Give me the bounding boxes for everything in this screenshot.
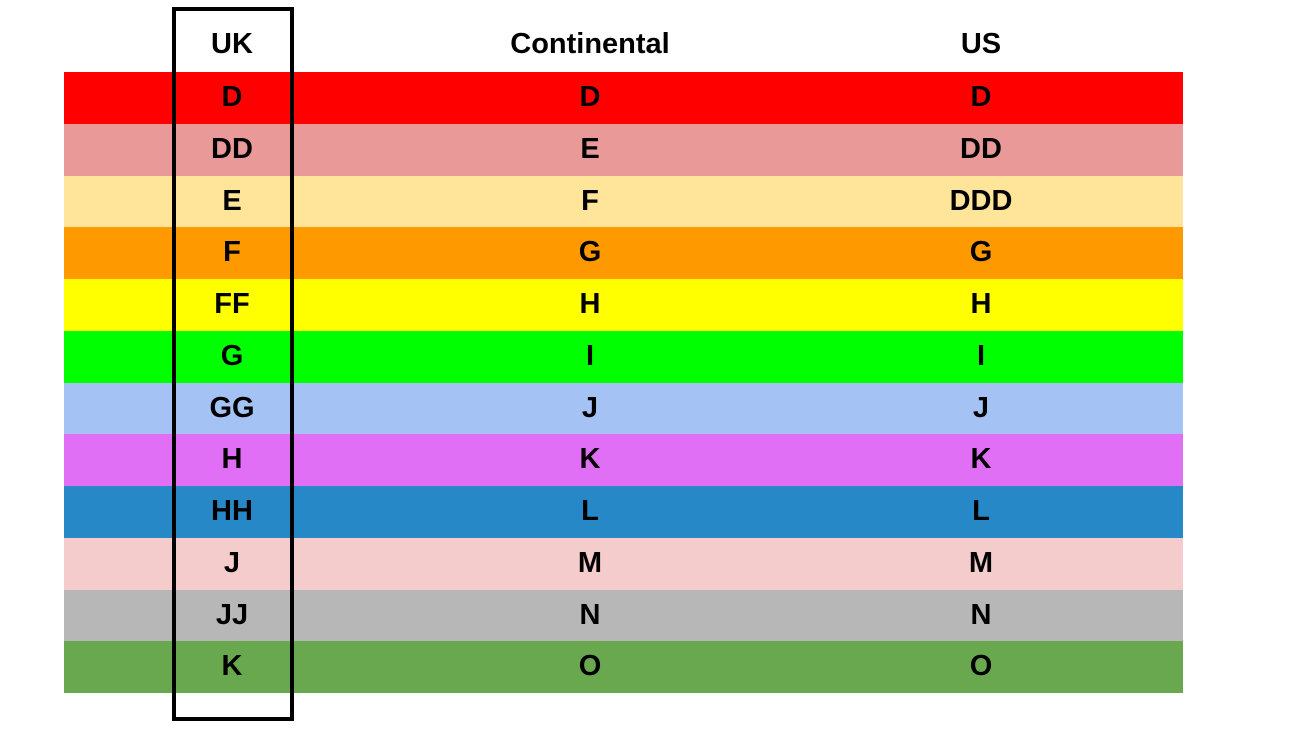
table-row: FF H H bbox=[64, 279, 1183, 331]
cell-us: G bbox=[969, 236, 993, 269]
cell-continental: H bbox=[579, 288, 601, 320]
cell-us: K bbox=[970, 443, 992, 476]
cell-us: D bbox=[970, 81, 992, 113]
header-uk: UK bbox=[211, 28, 253, 60]
cell-us: H bbox=[970, 288, 992, 320]
cell-continental: O bbox=[578, 650, 602, 683]
cell-continental: N bbox=[579, 598, 601, 631]
cell-continental: G bbox=[578, 236, 602, 269]
cell-continental: J bbox=[581, 391, 599, 424]
cell-us: DDD bbox=[949, 184, 1013, 217]
cell-uk: K bbox=[221, 650, 243, 683]
cell-us: DD bbox=[960, 132, 1002, 165]
cell-continental: E bbox=[580, 132, 600, 165]
cell-continental: F bbox=[581, 184, 599, 217]
size-table: D D D DD E DD E F DDD F G G FF H H G I I GG J J H K K HH L L J M M JJ N… bbox=[64, 72, 1183, 693]
header-us: US bbox=[960, 28, 1002, 60]
cell-uk: J bbox=[223, 546, 241, 579]
cell-us: M bbox=[968, 546, 994, 579]
cell-continental: I bbox=[585, 339, 595, 372]
table-row: JJ N N bbox=[64, 589, 1183, 642]
cell-uk: JJ bbox=[215, 598, 249, 631]
uk-column-highlight-box bbox=[172, 7, 294, 721]
cell-uk: G bbox=[220, 339, 244, 372]
table-row: GG J J bbox=[64, 382, 1183, 435]
cell-us: L bbox=[972, 495, 990, 527]
cell-us: I bbox=[976, 339, 986, 372]
cell-uk: GG bbox=[209, 391, 255, 424]
cell-continental: K bbox=[579, 443, 601, 476]
cell-uk: H bbox=[221, 443, 243, 476]
cell-uk: E bbox=[222, 184, 242, 217]
cell-continental: L bbox=[581, 495, 599, 527]
cell-uk: HH bbox=[211, 495, 253, 527]
cell-us: J bbox=[972, 391, 990, 424]
cell-us: N bbox=[970, 598, 992, 631]
table-row: E F DDD bbox=[64, 175, 1183, 228]
cell-us: O bbox=[969, 650, 993, 683]
cell-continental: D bbox=[579, 81, 601, 113]
cell-continental: M bbox=[577, 546, 603, 579]
table-row: HH L L bbox=[64, 486, 1183, 538]
table-row: DD E DD bbox=[64, 123, 1183, 176]
header-continental: Continental bbox=[510, 28, 670, 60]
cell-uk: DD bbox=[211, 132, 253, 165]
cell-uk: FF bbox=[214, 288, 250, 320]
cell-uk: D bbox=[221, 81, 243, 113]
cell-uk: F bbox=[223, 236, 241, 269]
